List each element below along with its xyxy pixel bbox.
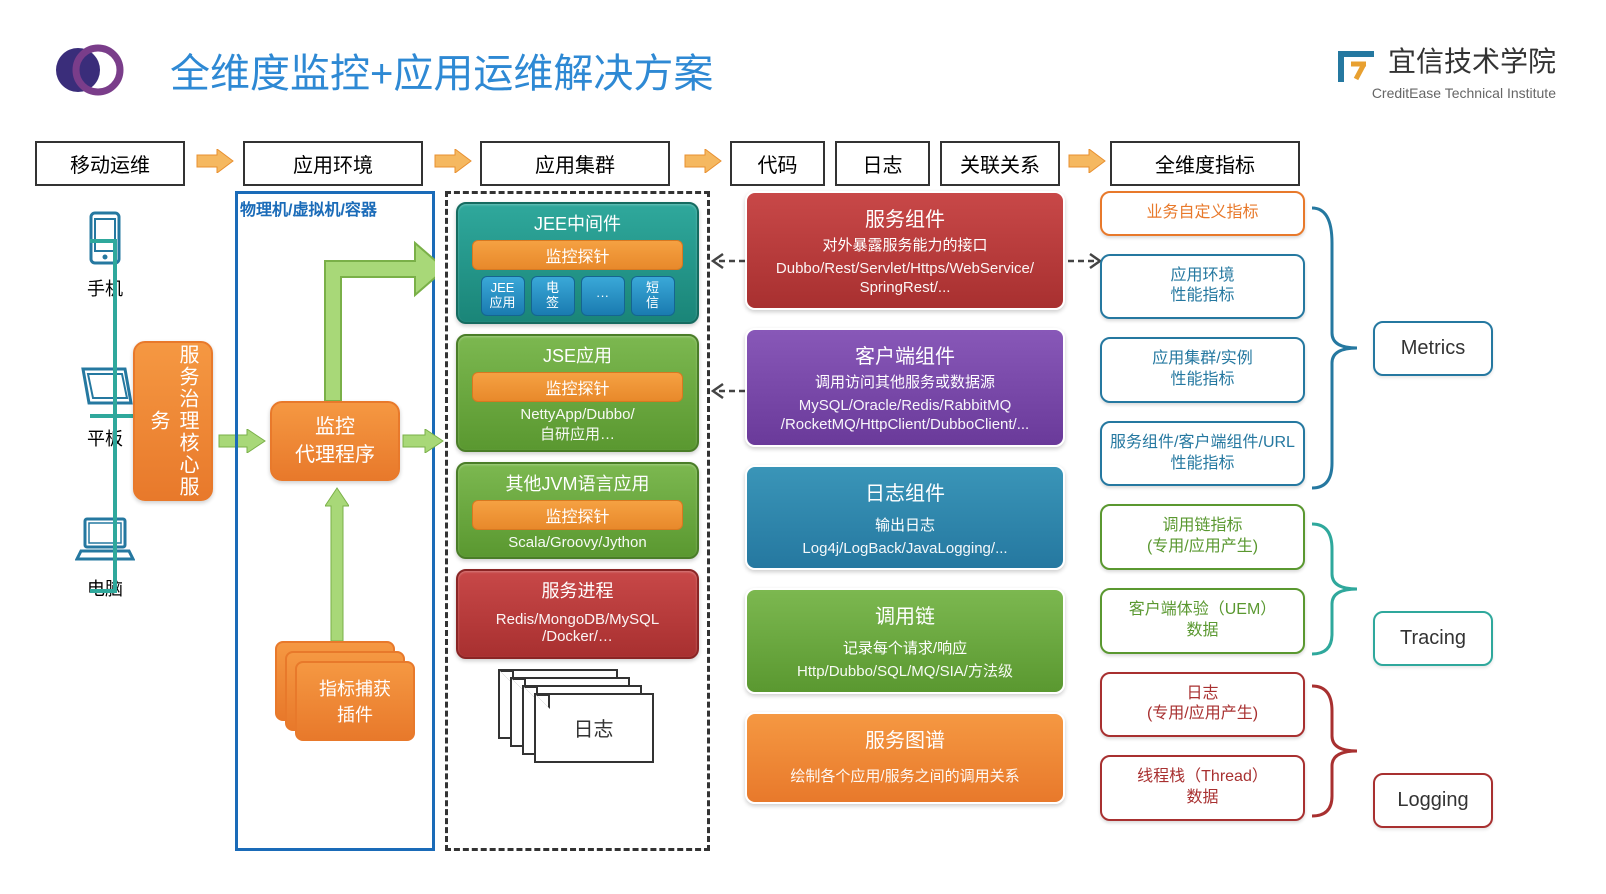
comp-title: 服务组件	[759, 203, 1051, 232]
probe-label: 监控探针	[472, 500, 683, 530]
mini-sign: 电 签	[531, 276, 575, 316]
header: 全维度监控+应用运维解决方案 宜信技术学院 CreditEase Technic…	[0, 0, 1606, 121]
comp-sub: 调用访问其他服务或数据源	[759, 371, 1051, 392]
monitor-proxy-box: 监控 代理程序	[270, 401, 400, 481]
category-logging: Logging	[1373, 773, 1493, 828]
probe-label: 监控探针	[472, 372, 683, 402]
jvm-sub: Scala/Groovy/Jython	[466, 534, 689, 551]
jee-title: JEE中间件	[466, 210, 689, 236]
bracket-icon	[1307, 193, 1367, 503]
col-header-relation: 关联关系	[940, 141, 1060, 186]
comp-title: 调用链	[759, 600, 1051, 629]
jse-title: JSE应用	[466, 342, 689, 368]
bracket-icon	[1307, 671, 1367, 831]
mini-jee: JEE 应用	[481, 276, 525, 316]
service-map-box: 服务图谱 绘制各个应用/服务之间的调用关系	[745, 712, 1065, 805]
institute-name-cn: 宜信技术学院	[1388, 46, 1556, 77]
col-header-metrics: 全维度指标	[1110, 141, 1300, 186]
comp-title: 客户端组件	[759, 340, 1051, 369]
metric-uem: 客户端体验（UEM） 数据	[1100, 588, 1305, 654]
plugin-stack: 指标捕获 插件	[275, 641, 415, 741]
comp-sub: 输出日志	[759, 514, 1051, 535]
col-header-cluster: 应用集群	[480, 141, 670, 186]
category-tracing: Tracing	[1373, 611, 1493, 666]
col-header-code: 代码	[730, 141, 825, 186]
mini-more: ···	[581, 276, 625, 316]
col-header-env: 应用环境	[243, 141, 423, 186]
metric-env: 应用环境 性能指标	[1100, 254, 1305, 320]
comp-detail: Http/Dubbo/SQL/MQ/SIA/方法级	[759, 662, 1051, 682]
page-title: 全维度监控+应用运维解决方案	[170, 41, 1336, 99]
mini-sms: 短 信	[631, 276, 675, 316]
comp-detail: 绘制各个应用/服务之间的调用关系	[759, 767, 1051, 787]
monitor-proxy-l2: 代理程序	[295, 441, 375, 469]
flow-arrow-icon	[1067, 149, 1107, 173]
jvm-lang-box: 其他JVM语言应用 监控探针 Scala/Groovy/Jython	[456, 462, 699, 559]
dashed-arrow-icon	[711, 251, 747, 271]
plugin-label-1: 指标捕获	[319, 675, 391, 701]
metrics-column: 业务自定义指标 应用环境 性能指标 应用集群/实例 性能指标 服务组件/客户端组…	[1100, 191, 1305, 839]
institute-logo-icon	[1336, 49, 1376, 85]
metric-log: 日志 (专用/应用产生)	[1100, 672, 1305, 738]
col-header-mobile: 移动运维	[35, 141, 185, 186]
institute-block: 宜信技术学院 CreditEase Technical Institute	[1336, 40, 1556, 101]
jse-sub: NettyApp/Dubbo/ 自研应用…	[466, 406, 689, 444]
plugin-label-2: 插件	[337, 701, 373, 727]
app-cluster-border: JEE中间件 监控探针 JEE 应用 电 签 ··· 短 信 JSE应用 监控探…	[445, 191, 710, 851]
client-component-box: 客户端组件 调用访问其他服务或数据源 MySQL/Oracle/Redis/Ra…	[745, 328, 1065, 447]
flow-arrow-icon	[683, 149, 723, 173]
comp-sub: 对外暴露服务能力的接口	[759, 234, 1051, 255]
components-column: 服务组件 对外暴露服务能力的接口 Dubbo/Rest/Servlet/Http…	[745, 191, 1065, 823]
arrow-icon	[325, 486, 349, 641]
dashed-arrow-icon	[1066, 251, 1102, 271]
comp-sub: 记录每个请求/响应	[759, 637, 1051, 658]
comp-detail: Dubbo/Rest/Servlet/Https/WebService/ Spr…	[759, 259, 1051, 298]
comp-detail: MySQL/Oracle/Redis/RabbitMQ /RocketMQ/Ht…	[759, 396, 1051, 435]
call-chain-box: 调用链 记录每个请求/响应 Http/Dubbo/SQL/MQ/SIA/方法级	[745, 588, 1065, 694]
metric-thread: 线程栈（Thread） 数据	[1100, 755, 1305, 821]
architecture-diagram: 移动运维 应用环境 应用集群 代码 日志 关联关系 全维度指标 手机 平板 电脑	[25, 141, 1581, 861]
bracket-icon	[85, 226, 135, 606]
flow-arrow-icon	[433, 149, 473, 173]
institute-name-en: CreditEase Technical Institute	[1336, 85, 1556, 101]
jvm-title: 其他JVM语言应用	[466, 470, 689, 496]
arrow-icon	[305, 231, 435, 401]
core-service-box: 服务治理核心服务	[133, 341, 213, 501]
proc-sub: Redis/MongoDB/MySQL /Docker/…	[466, 611, 689, 645]
proc-title: 服务进程	[466, 577, 689, 603]
jee-middleware-box: JEE中间件 监控探针 JEE 应用 电 签 ··· 短 信	[456, 202, 699, 324]
service-component-box: 服务组件 对外暴露服务能力的接口 Dubbo/Rest/Servlet/Http…	[745, 191, 1065, 310]
flow-arrow-icon	[195, 149, 235, 173]
arrow-icon	[401, 429, 445, 453]
metric-custom: 业务自定义指标	[1100, 191, 1305, 236]
category-metrics: Metrics	[1373, 321, 1493, 376]
app-env-subtitle: 物理机/虚拟机/容器	[240, 196, 377, 220]
log-component-box: 日志组件 输出日志 Log4j/LogBack/JavaLogging/...	[745, 465, 1065, 571]
jse-app-box: JSE应用 监控探针 NettyApp/Dubbo/ 自研应用…	[456, 334, 699, 452]
logo-icon	[50, 40, 130, 100]
dashed-arrow-icon	[711, 381, 747, 401]
bracket-icon	[1307, 509, 1367, 669]
comp-detail: Log4j/LogBack/JavaLogging/...	[759, 539, 1051, 559]
metric-chain: 调用链指标 (专用/应用产生)	[1100, 504, 1305, 570]
comp-title: 服务图谱	[759, 724, 1051, 753]
log-files-icon: 日志	[498, 669, 658, 759]
probe-label: 监控探针	[472, 240, 683, 270]
metric-url: 服务组件/客户端组件/URL 性能指标	[1100, 421, 1305, 487]
col-header-log: 日志	[835, 141, 930, 186]
service-proc-box: 服务进程 Redis/MongoDB/MySQL /Docker/…	[456, 569, 699, 659]
metric-cluster: 应用集群/实例 性能指标	[1100, 337, 1305, 403]
monitor-proxy-l1: 监控	[315, 413, 355, 441]
comp-title: 日志组件	[759, 477, 1051, 506]
log-label: 日志	[574, 713, 614, 742]
